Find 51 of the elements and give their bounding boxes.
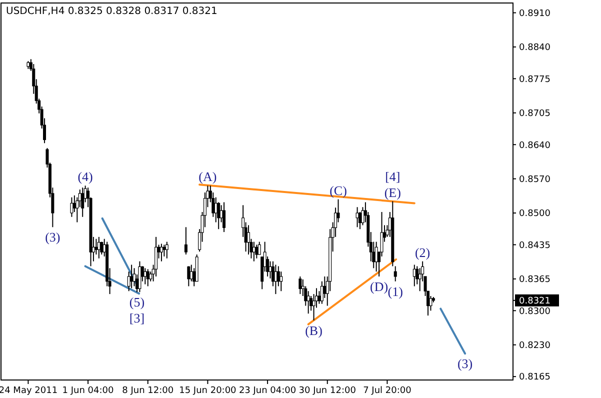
candlestick (274, 264, 278, 295)
candlestick (144, 268, 147, 285)
chart-title: USDCHF,H4 0.8325 0.8328 0.8317 0.8321 (6, 6, 218, 17)
annotation: (1) (388, 284, 403, 299)
candlestick (165, 241, 168, 259)
x-tick-label: 1 Jun 04:00 (62, 386, 114, 396)
candlestick (306, 290, 310, 314)
candlestick (255, 244, 258, 259)
candlestick (247, 224, 250, 255)
y-tick-label: 0.8321 (519, 296, 550, 307)
y-tick-label: 0.8500 (519, 209, 551, 220)
x-tick-label: 30 Jun 12:00 (298, 386, 356, 396)
x-tick-label: 15 Jun 20:00 (179, 386, 237, 396)
annotation: (3) (457, 356, 473, 372)
y-tick-label: 0.8840 (519, 43, 551, 54)
y-tick-label: 0.8300 (519, 306, 551, 317)
y-tick-label: 0.8640 (519, 140, 551, 151)
candlestick (298, 276, 302, 295)
y-tick-label: 0.8570 (519, 174, 551, 185)
candlestick (81, 187, 84, 218)
candlestick (222, 202, 226, 233)
candlestick (394, 266, 397, 282)
x-tick-label: 8 Jun 12:00 (122, 386, 174, 396)
x-tick-label: 23 Jun 04:00 (238, 386, 296, 396)
x-tick-label: 7 Jul 20:00 (363, 386, 412, 396)
annotation: (4) (78, 169, 93, 184)
annotation: (A) (198, 169, 217, 184)
candlestick (217, 202, 220, 230)
candlestick (138, 260, 142, 293)
y-tick-label: 0.8230 (519, 340, 551, 351)
candlestick (184, 226, 188, 255)
y-tick-label: 0.8705 (519, 109, 550, 120)
annotation: (E) (384, 184, 401, 200)
candlestick (320, 280, 324, 304)
candlestick (187, 266, 190, 287)
annotation: (5) (129, 294, 145, 310)
y-tick-label: 0.8165 (519, 372, 550, 383)
annotation: [3] (129, 310, 145, 326)
y-tick-label: 0.8775 (519, 74, 550, 85)
annotation: (D) (370, 279, 388, 294)
y-tick-label: 0.8910 (519, 8, 551, 19)
annotation: [4] (385, 168, 400, 184)
annotation: (3) (45, 230, 60, 245)
candlestick (100, 241, 104, 255)
annotation: (2) (414, 244, 430, 260)
y-tick-label: 0.8435 (519, 240, 550, 251)
candlestick (160, 243, 163, 262)
y-tick-label: 0.8365 (519, 275, 550, 286)
annotation: (C) (330, 182, 347, 198)
annotation: (B) (305, 322, 322, 338)
candlestick (70, 196, 74, 218)
